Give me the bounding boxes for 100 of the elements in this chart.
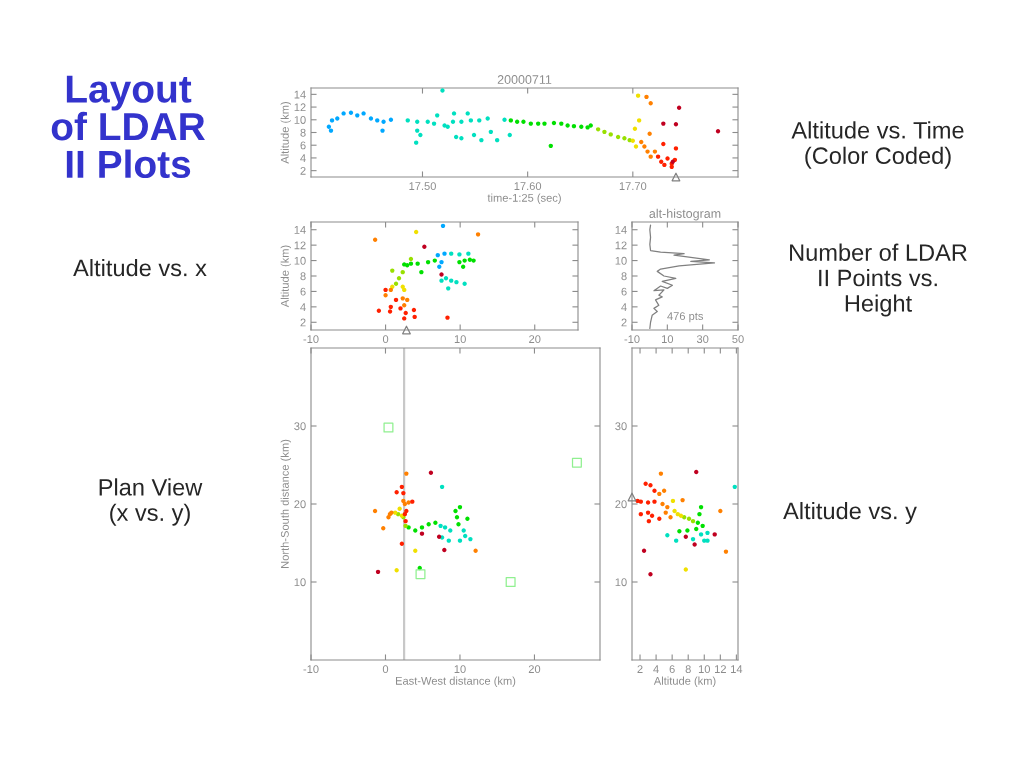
y-tick-label: 8 [300, 272, 306, 281]
point [551, 120, 557, 126]
point [355, 113, 360, 118]
y-tick-label: 4 [621, 303, 627, 311]
point [413, 140, 419, 145]
point [732, 484, 737, 490]
point [477, 118, 482, 123]
point [402, 316, 407, 321]
x-axis-title: East-West distance (km) [396, 676, 516, 687]
point [473, 548, 478, 553]
point [403, 518, 408, 524]
point [449, 251, 454, 256]
point [454, 515, 460, 520]
point [433, 520, 438, 525]
point [437, 264, 442, 269]
y-tick-label: 2 [300, 318, 306, 327]
x-tick-label: 4 [653, 665, 659, 673]
y-tick-label: 30 [294, 422, 306, 431]
point [646, 518, 652, 524]
y-tick-label: 14 [615, 226, 627, 234]
point [692, 542, 697, 547]
point [428, 470, 434, 475]
point [402, 287, 407, 293]
text: Layout of LDAR II Plots [51, 75, 205, 179]
point [466, 251, 471, 256]
y-tick-label: 8 [621, 272, 627, 281]
point [413, 528, 418, 533]
y-tick-label: 2 [621, 318, 627, 327]
point [451, 111, 457, 116]
point [465, 111, 470, 116]
point [648, 101, 653, 106]
point [677, 529, 682, 534]
y-tick-label: 20 [294, 500, 306, 509]
point [383, 287, 388, 293]
point [381, 119, 386, 124]
point [630, 138, 636, 143]
point [471, 258, 476, 263]
point [602, 129, 607, 135]
point [397, 506, 402, 511]
point [479, 137, 484, 143]
x-tick-label: 6 [669, 665, 675, 674]
y-tick-label: 10 [294, 116, 306, 124]
point [405, 118, 410, 123]
point [419, 531, 425, 536]
point [445, 315, 450, 320]
x-tick-label: 12 [715, 665, 726, 673]
point [579, 124, 584, 129]
point [435, 113, 440, 118]
point [449, 278, 454, 283]
x-tick-label: 0 [382, 665, 389, 674]
y-axis-title: Altitude (km) [280, 102, 291, 164]
point [559, 121, 564, 126]
point [718, 508, 723, 514]
annotation: 476 pts [667, 312, 704, 323]
point [425, 119, 430, 124]
point [488, 129, 494, 135]
point [642, 144, 647, 149]
y-tick-label: 8 [300, 128, 306, 137]
point [435, 252, 440, 258]
point [456, 522, 461, 527]
point [408, 261, 414, 266]
point [326, 124, 332, 129]
point [521, 119, 526, 124]
point [571, 457, 582, 468]
point [368, 116, 374, 121]
point [454, 279, 459, 285]
point [399, 484, 405, 490]
point [402, 303, 407, 308]
point [715, 129, 721, 134]
point [380, 128, 385, 133]
point [400, 269, 405, 275]
x-tick-label: 10 [698, 665, 711, 674]
chart-title: alt-histogram [649, 208, 721, 221]
point [408, 256, 414, 262]
point [457, 252, 462, 257]
point [412, 314, 417, 320]
point [645, 500, 651, 505]
point [475, 232, 481, 237]
point [398, 306, 403, 311]
point [468, 536, 473, 542]
x-tick-label: 8 [685, 665, 691, 674]
point [502, 117, 507, 122]
point [443, 276, 449, 281]
point [388, 304, 393, 310]
point [410, 499, 415, 504]
text: Altitude vs. y [783, 501, 917, 525]
point [698, 532, 704, 537]
point [400, 296, 405, 301]
text: Number of LDAR II Points vs. Height [790, 243, 967, 317]
x-axis-title: Altitude (km) [653, 676, 716, 687]
x-tick-label: -10 [624, 335, 640, 344]
point [457, 259, 462, 265]
point [668, 515, 673, 520]
point [643, 481, 648, 486]
point [442, 547, 447, 553]
point [508, 118, 514, 123]
point [426, 522, 431, 527]
y-tick-label: 30 [615, 422, 627, 431]
point [652, 149, 658, 154]
point [462, 258, 467, 263]
